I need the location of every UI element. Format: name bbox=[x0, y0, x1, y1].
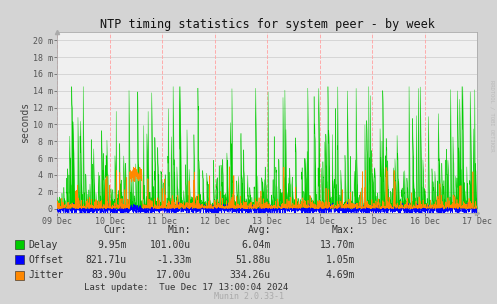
Text: Delay: Delay bbox=[29, 240, 58, 250]
Title: NTP timing statistics for system peer - by week: NTP timing statistics for system peer - … bbox=[100, 18, 434, 31]
Text: RRDTOOL / TOBI OETIKER: RRDTOOL / TOBI OETIKER bbox=[490, 80, 495, 151]
Text: Jitter: Jitter bbox=[29, 270, 64, 280]
Text: 51.88u: 51.88u bbox=[236, 255, 271, 265]
Text: 13.70m: 13.70m bbox=[320, 240, 355, 250]
Text: Offset: Offset bbox=[29, 255, 64, 265]
Text: Avg:: Avg: bbox=[248, 225, 271, 234]
Text: Min:: Min: bbox=[168, 225, 191, 234]
Y-axis label: seconds: seconds bbox=[20, 102, 30, 143]
Text: 83.90u: 83.90u bbox=[91, 270, 127, 280]
Text: 4.69m: 4.69m bbox=[326, 270, 355, 280]
Text: 6.04m: 6.04m bbox=[242, 240, 271, 250]
Text: Cur:: Cur: bbox=[103, 225, 127, 234]
Text: 1.05m: 1.05m bbox=[326, 255, 355, 265]
Text: -1.33m: -1.33m bbox=[156, 255, 191, 265]
Text: 17.00u: 17.00u bbox=[156, 270, 191, 280]
Text: Max:: Max: bbox=[332, 225, 355, 234]
Text: 9.95m: 9.95m bbox=[97, 240, 127, 250]
Text: Last update:  Tue Dec 17 13:00:04 2024: Last update: Tue Dec 17 13:00:04 2024 bbox=[84, 283, 288, 292]
Text: 334.26u: 334.26u bbox=[230, 270, 271, 280]
Text: Munin 2.0.33-1: Munin 2.0.33-1 bbox=[214, 292, 283, 301]
Text: 101.00u: 101.00u bbox=[150, 240, 191, 250]
Text: 821.71u: 821.71u bbox=[85, 255, 127, 265]
